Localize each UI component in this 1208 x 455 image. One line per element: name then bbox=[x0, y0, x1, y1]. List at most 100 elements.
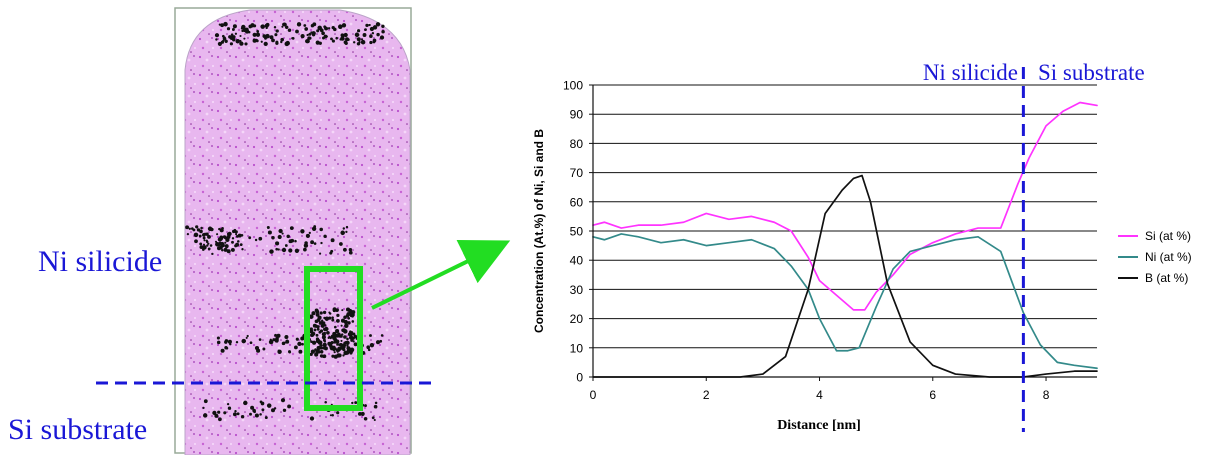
boron-atom-dot bbox=[241, 248, 244, 251]
boron-atom-dot bbox=[297, 341, 302, 347]
boron-atom-dot bbox=[282, 22, 287, 27]
boron-atom-dot bbox=[307, 36, 311, 40]
boron-atom-dot bbox=[336, 319, 340, 323]
boron-atom-dot bbox=[347, 349, 352, 354]
boron-atom-dot bbox=[254, 238, 258, 242]
boron-atom-dot bbox=[280, 398, 286, 403]
boron-atom-dot bbox=[316, 327, 320, 331]
boron-atom-dot bbox=[314, 308, 319, 313]
boron-atom-dot bbox=[294, 239, 297, 243]
boron-atom-dot bbox=[265, 33, 270, 39]
boron-atom-dot bbox=[311, 311, 316, 316]
boron-atom-dot bbox=[315, 40, 320, 45]
boron-atom-dot bbox=[342, 348, 346, 352]
boron-atom-dot bbox=[373, 418, 376, 422]
boron-atom-dot bbox=[301, 342, 304, 346]
boron-atom-dot bbox=[284, 25, 289, 30]
boron-atom-dot bbox=[309, 352, 313, 357]
boron-atom-dot bbox=[347, 321, 351, 325]
boron-atom-dot bbox=[354, 32, 360, 38]
boron-atom-dot bbox=[239, 243, 243, 247]
boron-atom-dot bbox=[262, 34, 267, 38]
boron-atom-dot bbox=[333, 340, 337, 344]
x-tick-label: 4 bbox=[816, 388, 823, 402]
boron-atom-dot bbox=[346, 337, 349, 341]
boron-atom-dot bbox=[289, 226, 294, 230]
boron-atom-dot bbox=[345, 230, 348, 234]
series-line-1 bbox=[592, 233, 1098, 370]
boron-atom-dot bbox=[350, 339, 353, 342]
boron-atom-dot bbox=[315, 350, 319, 354]
boron-atom-dot bbox=[261, 408, 265, 412]
boron-atom-dot bbox=[265, 22, 270, 27]
boron-atom-dot bbox=[305, 233, 310, 238]
y-tick-label: 100 bbox=[563, 79, 583, 93]
boron-atom-dot bbox=[314, 352, 319, 357]
y-tick-label: 40 bbox=[570, 254, 584, 268]
boron-atom-dot bbox=[362, 33, 367, 37]
boron-atom-dot bbox=[368, 23, 371, 27]
boron-atom-dot bbox=[262, 347, 266, 351]
boron-atom-dot bbox=[209, 244, 213, 247]
boron-atom-dot bbox=[353, 342, 358, 347]
boron-atom-dot bbox=[188, 227, 191, 230]
boron-atom-dot bbox=[236, 235, 239, 238]
boron-atom-dot bbox=[336, 313, 340, 318]
boron-atom-dot bbox=[322, 342, 327, 347]
boron-atom-dot bbox=[288, 248, 293, 253]
boron-atom-dot bbox=[220, 23, 224, 28]
boron-atom-dot bbox=[351, 314, 354, 318]
boron-atom-dot bbox=[300, 34, 305, 39]
boron-atom-dot bbox=[369, 26, 374, 32]
boron-atom-dot bbox=[186, 232, 190, 236]
boron-atom-dot bbox=[328, 316, 332, 320]
boron-atom-dot bbox=[311, 333, 314, 336]
boron-atom-dot bbox=[343, 341, 346, 344]
boron-atom-dot bbox=[305, 39, 310, 44]
boron-atom-dot bbox=[235, 242, 240, 247]
boron-atom-dot bbox=[347, 316, 351, 320]
boron-atom-dot bbox=[372, 38, 377, 43]
boron-atom-dot bbox=[341, 309, 344, 312]
left-panel: Ni silicide Si substrate bbox=[8, 7, 511, 455]
y-tick-label: 20 bbox=[570, 312, 584, 326]
boron-atom-dot bbox=[248, 236, 252, 240]
boron-atom-dot bbox=[236, 412, 240, 416]
boron-atom-dot bbox=[343, 335, 347, 339]
boron-atom-dot bbox=[265, 26, 268, 30]
boron-atom-dot bbox=[324, 316, 330, 321]
boron-atom-dot bbox=[364, 404, 367, 408]
boron-atom-dot bbox=[291, 37, 294, 40]
boron-atom-dot bbox=[351, 401, 354, 405]
boron-atom-dot bbox=[223, 21, 228, 27]
boron-atom-dot bbox=[357, 29, 361, 33]
boron-atom-dot bbox=[277, 349, 280, 352]
boron-atom-dot bbox=[304, 241, 308, 245]
boron-atom-dot bbox=[232, 412, 237, 417]
boron-atom-dot bbox=[346, 346, 351, 351]
boron-atom-dot bbox=[311, 33, 316, 37]
series-line-0 bbox=[592, 101, 1098, 311]
boron-atom-dot bbox=[207, 234, 211, 239]
boron-atom-dot bbox=[243, 37, 246, 40]
boron-atom-dot bbox=[274, 333, 278, 337]
boron-atom-dot bbox=[284, 41, 290, 47]
boron-atom-dot bbox=[231, 229, 236, 234]
boron-atom-dot bbox=[331, 414, 334, 417]
boron-atom-dot bbox=[221, 249, 224, 252]
boron-atom-dot bbox=[340, 230, 345, 236]
boron-atom-dot bbox=[221, 227, 224, 230]
boron-atom-dot bbox=[313, 328, 317, 332]
boron-atom-dot bbox=[367, 348, 371, 352]
boron-atom-dot bbox=[323, 34, 328, 39]
boron-atom-dot bbox=[323, 316, 326, 320]
boron-atom-dot bbox=[331, 316, 334, 320]
y-tick-label: 80 bbox=[570, 137, 584, 151]
boron-atom-dot bbox=[310, 349, 316, 354]
boron-atom-dot bbox=[347, 38, 350, 41]
boron-atom-dot bbox=[352, 340, 355, 343]
boron-atom-dot bbox=[274, 33, 278, 37]
boron-atom-dot bbox=[349, 330, 352, 334]
boron-atom-dot bbox=[239, 41, 244, 46]
boron-atom-dot bbox=[204, 232, 207, 235]
